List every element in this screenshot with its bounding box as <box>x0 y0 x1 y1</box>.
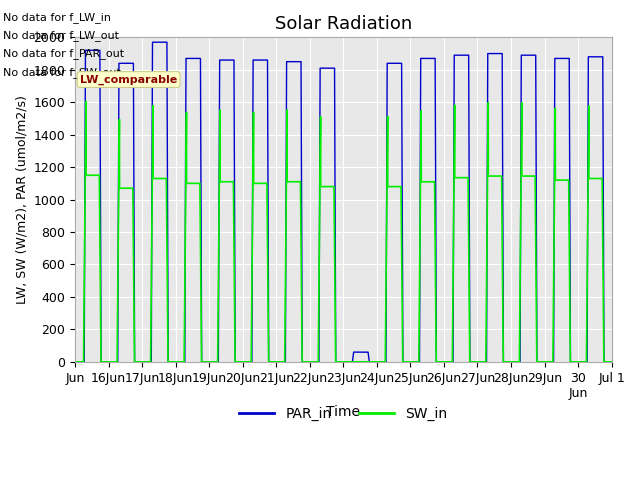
SW_in <box>108 359 115 365</box>
Title: Solar Radiation: Solar Radiation <box>275 15 412 33</box>
PAR_in <box>608 359 616 365</box>
SW_in <box>394 184 402 190</box>
SW_in <box>469 359 477 365</box>
SW_in <box>200 359 208 365</box>
Text: No data for f_LW_in: No data for f_LW_in <box>3 12 111 23</box>
SW_in <box>71 359 79 365</box>
PAR_in <box>200 359 208 365</box>
PAR_in <box>71 359 79 365</box>
PAR_in <box>394 60 402 66</box>
PAR_in <box>276 359 284 365</box>
Text: No data for f_LW_out: No data for f_LW_out <box>3 30 119 41</box>
PAR_in <box>362 349 370 355</box>
PAR_in <box>108 359 115 365</box>
X-axis label: Time: Time <box>326 405 360 419</box>
SW_in <box>608 359 616 365</box>
SW_in <box>276 359 284 365</box>
Y-axis label: LW, SW (W/m2), PAR (umol/m2/s): LW, SW (W/m2), PAR (umol/m2/s) <box>15 95 28 304</box>
PAR_in <box>148 39 156 45</box>
Legend: PAR_in, SW_in: PAR_in, SW_in <box>234 401 453 426</box>
SW_in <box>362 359 370 365</box>
Text: LW_comparable: LW_comparable <box>80 74 177 84</box>
PAR_in <box>469 359 477 365</box>
Line: SW_in: SW_in <box>75 101 612 436</box>
SW_in <box>98 433 106 439</box>
Text: No data for f_PAR_out: No data for f_PAR_out <box>3 48 124 60</box>
Text: No data for f_SW_out: No data for f_SW_out <box>3 67 121 78</box>
SW_in <box>82 98 90 104</box>
Line: PAR_in: PAR_in <box>75 42 612 362</box>
